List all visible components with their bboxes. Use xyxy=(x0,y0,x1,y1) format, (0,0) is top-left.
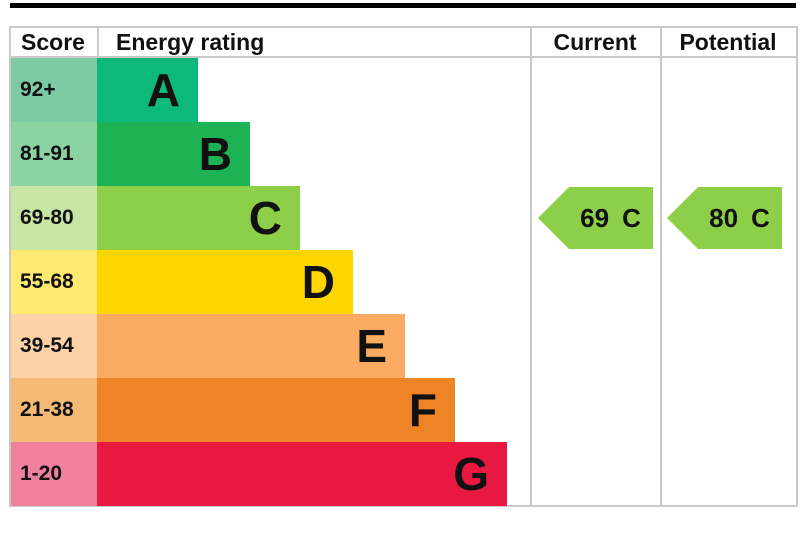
score-range-label: 21-38 xyxy=(20,398,74,421)
current-column-header: Current xyxy=(553,29,637,55)
score-range-label: 1-20 xyxy=(20,462,63,485)
band-letter: E xyxy=(356,320,387,372)
rating-bar-d: D xyxy=(97,250,353,314)
current-rating-arrow: 69 C xyxy=(538,187,653,249)
band-letter: D xyxy=(301,256,335,308)
current-potential-divider xyxy=(660,26,662,507)
band-letter: A xyxy=(146,64,180,116)
table-border-bottom xyxy=(9,505,798,507)
potential-column-header: Potential xyxy=(679,29,777,55)
band-letter: B xyxy=(198,128,232,180)
score-range-label: 81-91 xyxy=(20,142,74,165)
rating-bar-e: E xyxy=(97,314,405,378)
score-range-label: 92+ xyxy=(20,78,56,101)
score-column-divider xyxy=(97,26,99,58)
score-cell: 39-54 xyxy=(11,314,97,378)
table-border-left xyxy=(9,26,11,507)
score-range-label: 39-54 xyxy=(20,334,74,357)
potential-rating-band: C xyxy=(751,203,770,233)
table-border-top xyxy=(9,26,798,28)
score-cell: 1-20 xyxy=(11,442,97,506)
rating-bar-g: G xyxy=(97,442,507,506)
score-cell: 21-38 xyxy=(11,378,97,442)
potential-rating-arrow: 80 C xyxy=(667,187,782,249)
header-underline xyxy=(9,56,798,58)
potential-rating-value: 80 xyxy=(709,203,739,233)
band-letter: C xyxy=(248,192,282,244)
current-rating-band: C xyxy=(622,203,641,233)
current-rating-value: 69 xyxy=(580,203,610,233)
rating-bar-b: B xyxy=(97,122,250,186)
band-letter: G xyxy=(453,448,489,500)
score-range-label: 69-80 xyxy=(20,206,74,229)
band-letter: F xyxy=(408,384,437,436)
table-border-right xyxy=(796,26,798,507)
rating-current-divider xyxy=(530,26,532,507)
score-column-header: Score xyxy=(21,29,85,55)
top-divider xyxy=(10,3,796,8)
score-cell: 81-91 xyxy=(11,122,97,186)
score-cell: 92+ xyxy=(11,58,97,122)
rating-bar-f: F xyxy=(97,378,455,442)
score-cell: 55-68 xyxy=(11,250,97,314)
energy-rating-column-header: Energy rating xyxy=(116,29,265,55)
rating-bar-c: C xyxy=(97,186,300,250)
score-cell: 69-80 xyxy=(11,186,97,250)
score-range-label: 55-68 xyxy=(20,270,74,293)
rating-bar-a: A xyxy=(97,58,198,122)
